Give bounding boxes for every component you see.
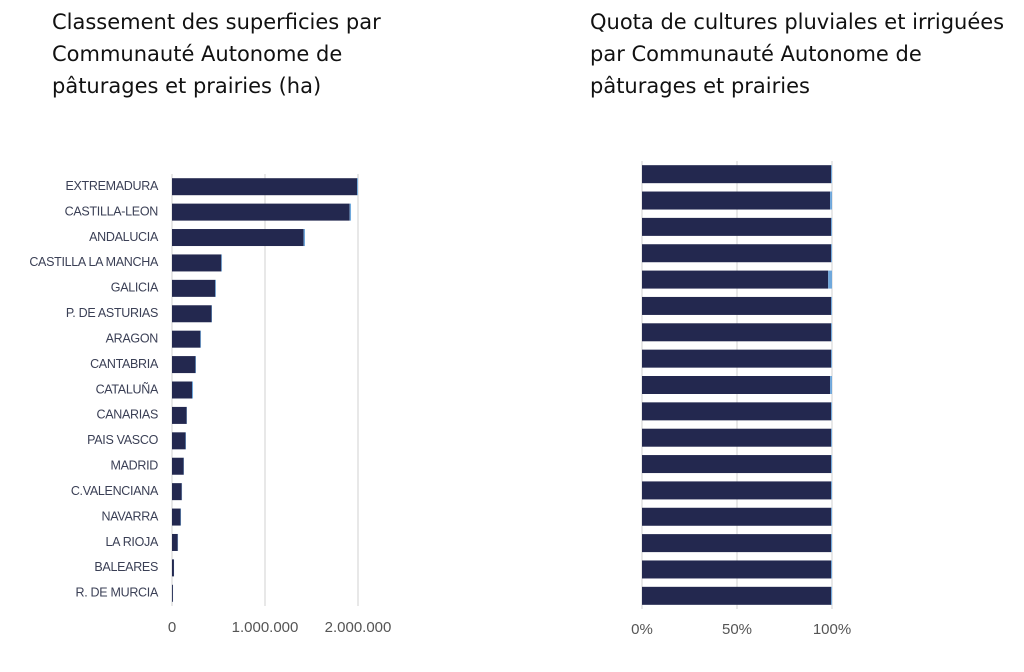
bar-segment	[642, 534, 832, 553]
bar-segment	[831, 534, 832, 553]
bar-segment	[642, 586, 832, 605]
y-tick-label: C.VALENCIANA	[71, 484, 159, 498]
bar-segment	[642, 244, 832, 263]
bar-segment	[357, 178, 358, 196]
bar-segment	[172, 254, 222, 272]
bar-segment	[642, 507, 832, 526]
bar-segment	[172, 330, 201, 348]
bar-segment	[191, 381, 194, 399]
x-tick-label: 0	[168, 619, 176, 636]
bar-segment	[642, 428, 832, 447]
bar-segment	[831, 428, 832, 447]
bar-segment	[831, 560, 832, 579]
y-tick-label: P. DE ASTURIAS	[66, 306, 158, 320]
bar-segment	[172, 406, 187, 424]
y-tick-label: MADRID	[110, 459, 158, 473]
y-tick-label: ARAGON	[106, 331, 159, 345]
y-tick-label: CANTABRIA	[90, 357, 159, 371]
bar-segment	[642, 191, 831, 210]
bar-segment	[200, 330, 202, 348]
y-tick-label: NAVARRA	[102, 509, 159, 523]
bar-segment	[221, 254, 223, 272]
bar-segment	[831, 586, 832, 605]
bar-segment	[831, 481, 832, 500]
bar-segment	[172, 381, 192, 399]
y-tick-label: CASTILLA-LEON	[65, 204, 159, 218]
bar-segment	[642, 481, 832, 500]
bar-segment	[831, 323, 832, 342]
bar-segment	[831, 296, 832, 315]
bar-segment	[642, 165, 832, 184]
bar-segment	[172, 229, 304, 247]
bar-segment	[172, 356, 196, 374]
bar-segment	[642, 270, 829, 289]
bar-segment	[642, 560, 832, 579]
x-tick-label: 0%	[631, 621, 653, 638]
chart-title: Classement des superficies par Communaut…	[52, 10, 381, 98]
y-tick-label: EXTREMADURA	[65, 179, 159, 193]
bar-segment	[349, 203, 352, 221]
bar-segment	[172, 432, 186, 450]
x-tick-label: 50%	[722, 621, 752, 638]
bar-segment	[831, 349, 832, 368]
bar-segment	[172, 305, 212, 323]
bar-segment	[642, 455, 832, 474]
bar-segment	[830, 191, 832, 210]
y-tick-label: GALICIA	[111, 281, 159, 295]
y-tick-label: CASTILLA LA MANCHA	[29, 255, 159, 269]
bar-segment	[642, 402, 832, 421]
bar-segment	[172, 178, 358, 196]
y-tick-label: LA RIOJA	[106, 535, 159, 549]
bar-segment	[172, 483, 182, 501]
bar-segment	[642, 296, 832, 315]
bar-segment	[642, 323, 832, 342]
bar-segment	[642, 349, 832, 368]
bar-segment	[831, 217, 832, 236]
y-tick-label: ANDALUCIA	[89, 230, 159, 244]
bar-segment	[831, 165, 832, 184]
bar-segment	[831, 244, 832, 263]
chart-title: Quota de cultures pluviales et irriguées…	[590, 10, 1005, 98]
bar-segment	[172, 203, 350, 221]
bar-segment	[831, 455, 832, 474]
y-tick-label: BALEARES	[94, 560, 158, 574]
bar-segment	[831, 402, 832, 421]
bar-segment	[215, 279, 216, 297]
bar-segment	[172, 279, 216, 297]
bar-segment	[172, 584, 173, 602]
y-tick-label: PAIS VASCO	[87, 433, 158, 447]
x-tick-label: 1.000.000	[232, 619, 299, 636]
bar-segment	[831, 507, 832, 526]
bar-segment	[195, 356, 196, 374]
x-tick-label: 2.000.000	[325, 619, 392, 636]
y-tick-label: R. DE MURCIA	[75, 586, 158, 600]
bar-segment	[172, 508, 181, 526]
bar-segment	[642, 376, 831, 394]
bar-segment	[172, 533, 178, 551]
x-tick-label: 100%	[813, 621, 851, 638]
y-tick-label: CATALUÑA	[96, 382, 159, 396]
y-tick-label: CANARIAS	[96, 408, 158, 422]
bar-segment	[642, 217, 832, 236]
bar-segment	[172, 559, 174, 577]
bar-segment	[828, 270, 832, 289]
bar-segment	[172, 457, 184, 475]
bar-segment	[303, 229, 305, 247]
bar-segment	[830, 376, 832, 394]
